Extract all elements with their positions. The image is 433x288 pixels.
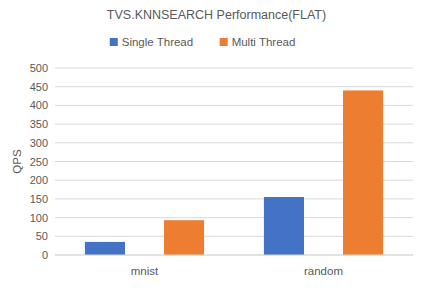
chart-svg: TVS.KNNSEARCH Performance(FLAT) Single Th…: [0, 0, 433, 288]
y-tick-label: 400: [30, 99, 48, 111]
legend-label: Multi Thread: [232, 36, 296, 48]
y-tick-label: 500: [30, 62, 48, 74]
x-tick-label: random: [304, 265, 343, 277]
bar: [264, 197, 304, 255]
grid-line: [55, 86, 413, 87]
y-tick-label: 350: [30, 118, 48, 130]
background: [0, 0, 433, 288]
bar: [85, 242, 125, 255]
y-tick-label: 200: [30, 174, 48, 186]
legend-swatch: [110, 38, 118, 46]
x-axis-line: [55, 255, 413, 256]
x-tick-label: mnist: [131, 265, 159, 277]
y-tick-label: 300: [30, 137, 48, 149]
y-tick-label: 150: [30, 193, 48, 205]
y-tick-label: 100: [30, 212, 48, 224]
legend-label: Single Thread: [122, 36, 193, 48]
legend: Single Thread Multi Thread: [110, 36, 296, 48]
y-tick-label: 50: [36, 230, 48, 242]
chart-container: TVS.KNNSEARCH Performance(FLAT) Single Th…: [0, 0, 433, 288]
y-tick-label: 450: [30, 81, 48, 93]
y-tick-label: 250: [30, 156, 48, 168]
bar: [343, 90, 383, 255]
bars: [85, 90, 383, 255]
legend-swatch: [220, 38, 228, 46]
bar: [164, 220, 204, 255]
grid-line: [55, 255, 413, 256]
grid-line: [55, 68, 413, 69]
title: TVS.KNNSEARCH Performance(FLAT): [107, 8, 326, 22]
y-axis-label: QPS: [11, 149, 23, 174]
y-tick-label: 0: [42, 249, 48, 261]
